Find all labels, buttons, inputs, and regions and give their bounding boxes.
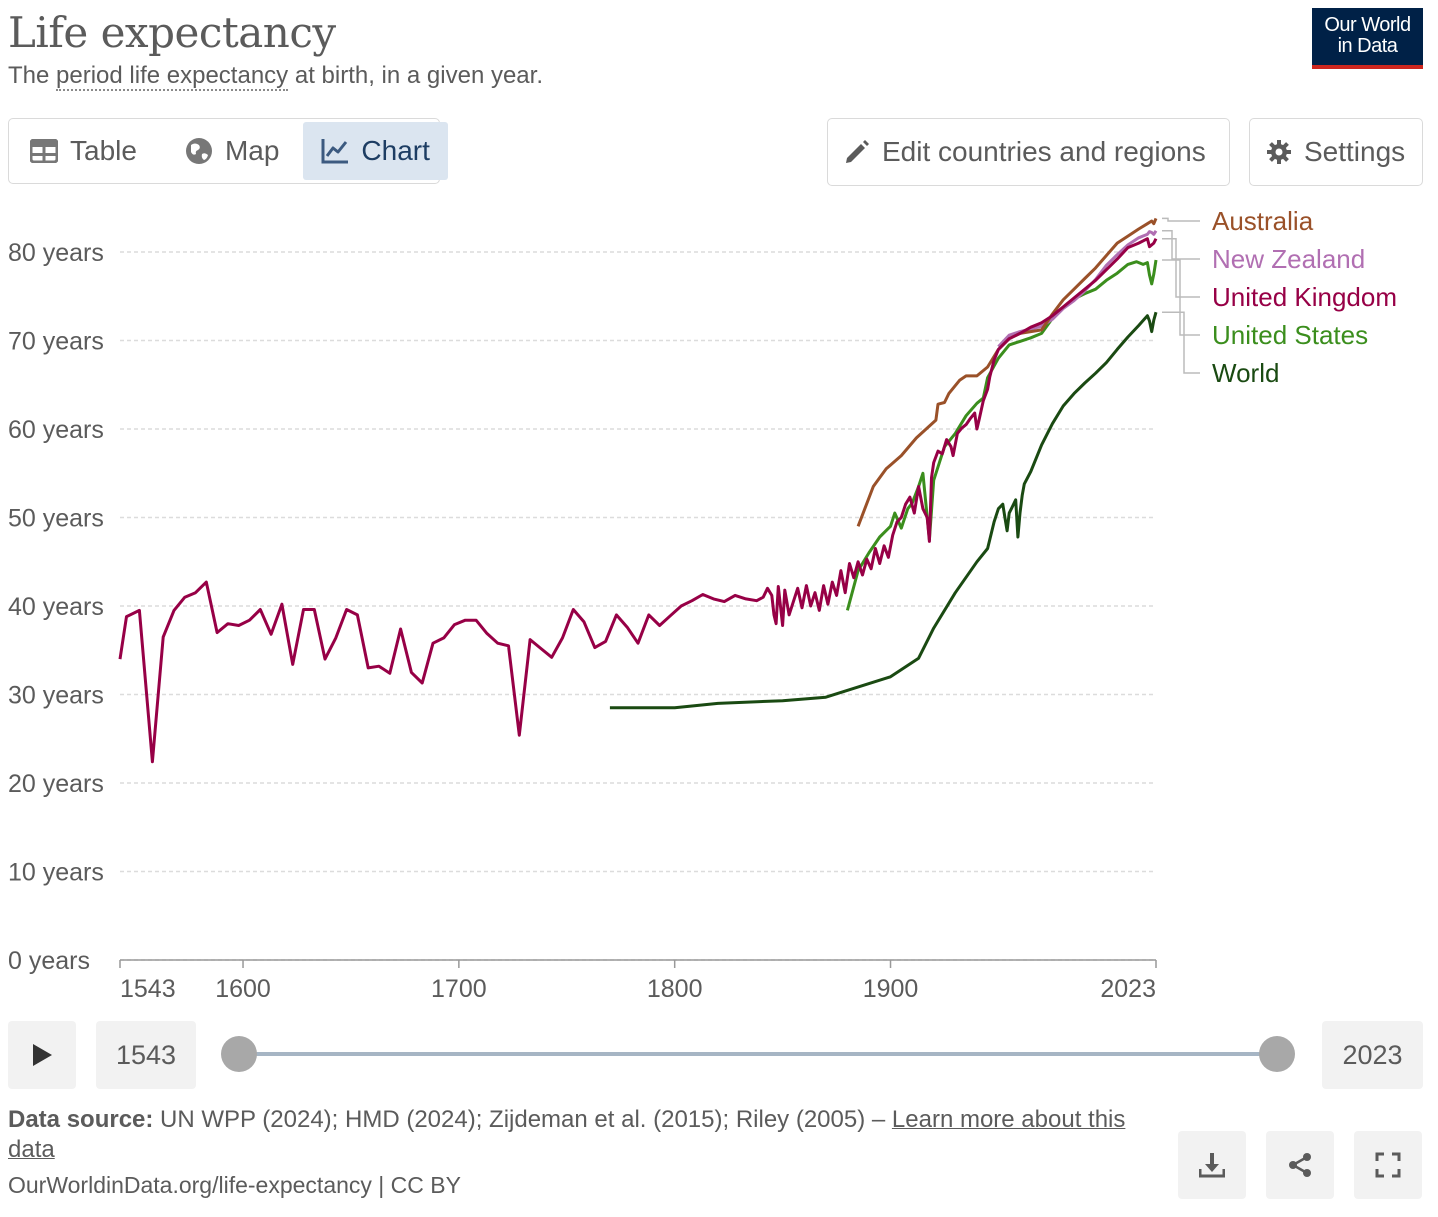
- fullscreen-button[interactable]: [1354, 1131, 1422, 1199]
- legend-connector: [1162, 237, 1200, 298]
- legend-connector: [1162, 230, 1200, 260]
- subtitle-prefix: The: [8, 62, 57, 89]
- data-source-label: Data source:: [8, 1106, 154, 1133]
- settings-label: Settings: [1304, 136, 1406, 167]
- y-tick-label: 40 years: [8, 593, 104, 621]
- series-line-united-states: [845, 259, 1158, 611]
- legend-label-new-zealand: New Zealand: [1212, 244, 1365, 274]
- footer-url[interactable]: OurWorldinData.org/life-expectancy | CC …: [8, 1172, 461, 1198]
- start-year-box[interactable]: 1543: [96, 1021, 196, 1089]
- settings-button[interactable]: Settings: [1249, 118, 1423, 186]
- tab-chart-label: Chart: [361, 135, 430, 166]
- subtitle-suffix: at birth, in a given year.: [288, 62, 543, 89]
- globe-icon: [185, 138, 212, 164]
- legend-label-united-states: United States: [1212, 320, 1368, 350]
- download-icon: [1199, 1153, 1225, 1178]
- download-button[interactable]: [1178, 1131, 1246, 1199]
- logo-line-1: Our World: [1324, 14, 1411, 36]
- timeline-start-handle[interactable]: [221, 1036, 257, 1072]
- timeline-end-handle[interactable]: [1259, 1036, 1295, 1072]
- legend-connector: [1162, 217, 1200, 222]
- legend-label-world: World: [1212, 358, 1279, 388]
- series-line-world: [609, 311, 1158, 710]
- data-source: Data source: UN WPP (2024); HMD (2024); …: [8, 1105, 1168, 1165]
- data-source-text: UN WPP (2024); HMD (2024); Zijdeman et a…: [153, 1106, 892, 1133]
- tab-chart[interactable]: Chart: [303, 122, 448, 180]
- series-line-united-kingdom: [118, 237, 1158, 764]
- y-tick-label: 10 years: [8, 859, 104, 887]
- x-tick-label: 1700: [431, 975, 487, 1003]
- y-tick-label: 50 years: [8, 505, 104, 533]
- y-tick-label: 0 years: [8, 947, 90, 975]
- series-line-new-zealand: [997, 230, 1158, 348]
- legend-label-united-kingdom: United Kingdom: [1212, 282, 1397, 312]
- edit-countries-label: Edit countries and regions: [882, 136, 1206, 167]
- tab-table-label: Table: [70, 135, 137, 166]
- pencil-icon: [846, 140, 869, 163]
- chart-subtitle: The period life expectancy at birth, in …: [8, 62, 543, 91]
- fullscreen-icon: [1375, 1152, 1401, 1178]
- learn-more-link[interactable]: Learn more about this data: [8, 1106, 1126, 1163]
- end-year-label: 2023: [1342, 1039, 1403, 1070]
- x-tick-label: 1600: [215, 975, 271, 1003]
- play-button[interactable]: [8, 1021, 76, 1089]
- x-tick-label: 1543: [120, 975, 176, 1003]
- share-button[interactable]: [1266, 1131, 1334, 1199]
- x-tick-label: 2023: [1100, 975, 1156, 1003]
- edit-countries-button[interactable]: Edit countries and regions: [827, 118, 1230, 186]
- y-tick-label: 60 years: [8, 416, 104, 444]
- table-icon: [30, 139, 58, 163]
- tab-map-label: Map: [224, 135, 280, 166]
- y-tick-label: 20 years: [8, 770, 104, 798]
- legend-connector: [1162, 311, 1200, 374]
- gear-icon: [1267, 140, 1291, 164]
- y-tick-label: 30 years: [8, 682, 104, 710]
- owid-logo[interactable]: Our World in Data: [1312, 8, 1423, 69]
- legend-label-australia: Australia: [1212, 206, 1314, 236]
- logo-line-2: in Data: [1337, 35, 1398, 57]
- line-chart-icon: [321, 139, 349, 164]
- view-tabs: Table Map Chart: [8, 118, 448, 184]
- play-icon: [33, 1044, 52, 1066]
- life-expectancy-line-chart: 0 years 10 years 20 years 30 years 40 years 5…: [8, 206, 1397, 1003]
- x-tick-label: 1900: [863, 975, 919, 1003]
- start-year-label: 1543: [115, 1039, 177, 1070]
- timeline-track[interactable]: [238, 1052, 1278, 1056]
- legend-connector: [1162, 259, 1200, 336]
- tab-map[interactable]: Map: [167, 122, 297, 180]
- tab-table[interactable]: Table: [12, 122, 155, 180]
- x-tick-label: 1800: [647, 975, 703, 1003]
- share-icon: [1289, 1153, 1311, 1177]
- chart-title: Life expectancy: [8, 8, 336, 57]
- period-life-expectancy-link[interactable]: period life expectancy: [56, 62, 289, 91]
- y-tick-label: 70 years: [8, 328, 104, 356]
- y-tick-label: 80 years: [8, 239, 104, 267]
- end-year-box[interactable]: 2023: [1322, 1021, 1423, 1089]
